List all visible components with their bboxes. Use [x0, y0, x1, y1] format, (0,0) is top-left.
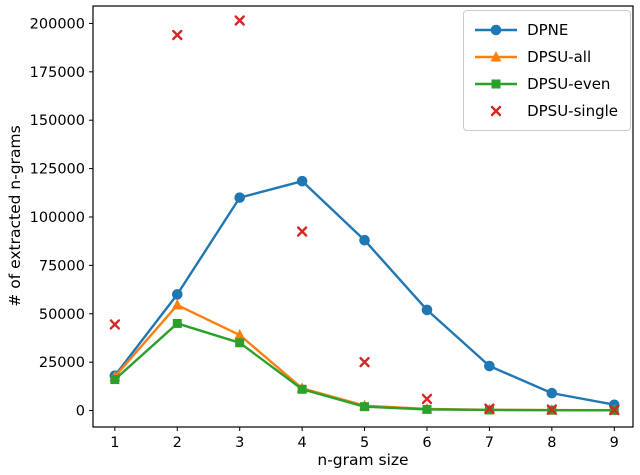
svg-text:150000: 150000 — [30, 113, 85, 129]
series-DPSU-single — [109, 15, 620, 416]
y-axis-label: # of extracted n-grams — [6, 125, 24, 307]
legend-item-DPSU-even: DPSU-even — [474, 72, 618, 96]
y-axis-ticks: 0 25000 50000 75000 100000 125000 150000 175000… — [30, 16, 93, 420]
svg-text:9: 9 — [610, 435, 619, 451]
svg-text:7: 7 — [485, 435, 494, 451]
svg-text:8: 8 — [547, 435, 556, 451]
svg-text:4: 4 — [298, 435, 307, 451]
svg-text:0: 0 — [76, 404, 85, 420]
legend-item-DPNE: DPNE — [474, 18, 618, 42]
legend-item-DPSU-single: DPSU-single — [474, 99, 618, 123]
legend-key-square-icon — [475, 79, 518, 89]
legend-key-x-icon — [490, 105, 502, 117]
svg-text:3: 3 — [235, 435, 244, 451]
svg-text:5: 5 — [360, 435, 369, 451]
x-axis-ticks: 1 2 3 4 5 6 7 8 9 — [110, 427, 619, 451]
legend-label: DPSU-even — [527, 75, 611, 93]
legend-label: DPSU-all — [527, 48, 592, 66]
svg-text:2: 2 — [173, 435, 182, 451]
series-DPSU-all — [109, 299, 620, 415]
plot-border — [92, 5, 634, 428]
legend-key-triangle-icon — [475, 51, 518, 62]
svg-text:200000: 200000 — [30, 16, 85, 32]
svg-text:6: 6 — [422, 435, 431, 451]
legend-key-circle-icon — [475, 24, 518, 36]
series-DPNE — [109, 175, 620, 411]
svg-text:1: 1 — [110, 435, 119, 451]
svg-text:175000: 175000 — [30, 65, 85, 81]
svg-text:75000: 75000 — [39, 258, 85, 274]
legend-item-DPSU-all: DPSU-all — [474, 45, 618, 69]
svg-text:25000: 25000 — [39, 355, 85, 371]
legend-label: DPSU-single — [527, 102, 618, 120]
svg-text:100000: 100000 — [30, 210, 85, 226]
x-axis-label: n-gram size — [317, 451, 409, 469]
svg-text:125000: 125000 — [30, 162, 85, 178]
legend: DPNE DPSU-all DPSU-even DPSU-single — [463, 10, 631, 131]
legend-label: DPNE — [527, 21, 569, 39]
svg-text:50000: 50000 — [39, 307, 85, 323]
